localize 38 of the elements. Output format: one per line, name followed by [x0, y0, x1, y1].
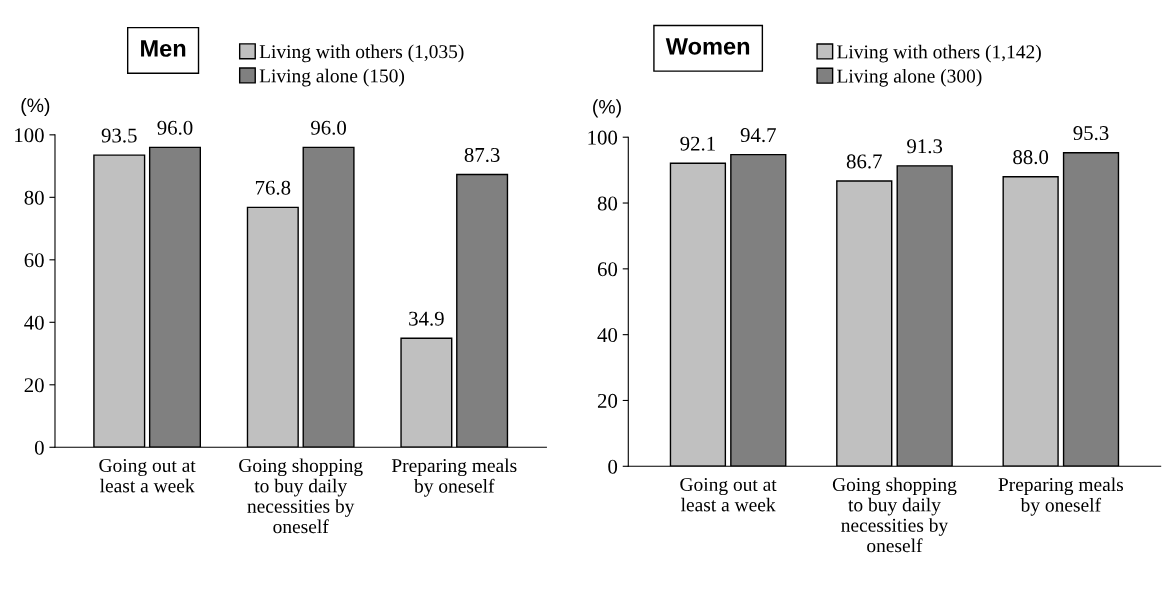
data-label: 96.0 — [311, 120, 346, 135]
chart-title: Women — [665, 38, 750, 55]
y-tick-label: 20 — [24, 378, 44, 393]
y-tick-label: 40 — [24, 315, 44, 330]
y-axis-title: (%) — [21, 97, 50, 117]
x-tick-label: Preparing meals by oneself — [391, 458, 517, 497]
data-label: 87.3 — [464, 147, 500, 163]
x-tick-label: Going shopping to buy daily necessities by oneself — [832, 477, 957, 553]
legend-label: Living with others (1,035) — [259, 44, 464, 63]
legend-label: Living alone (150) — [259, 68, 405, 87]
x-tick-label: Going out at least a week — [99, 458, 196, 493]
data-label: 96.0 — [157, 120, 193, 135]
data-label: 92.1 — [680, 136, 715, 151]
y-tick-label: 0 — [34, 440, 44, 455]
y-tick-label: 80 — [24, 190, 44, 205]
data-label: 86.7 — [846, 154, 882, 169]
y-tick-label: 20 — [597, 393, 618, 408]
data-label: 34.9 — [409, 311, 444, 326]
data-label: 93.5 — [101, 128, 137, 143]
y-tick-label: 60 — [597, 262, 618, 277]
chart-title: Men — [141, 40, 186, 57]
y-axis-title: (%) — [593, 99, 621, 118]
data-label: 88.0 — [1013, 150, 1049, 165]
legend-label: Living with others (1,142) — [837, 44, 1041, 63]
data-label: 76.8 — [255, 180, 291, 195]
data-label: 91.3 — [907, 139, 943, 154]
y-tick-label: 0 — [608, 459, 618, 474]
legend-label: Living alone (300) — [837, 68, 982, 87]
y-tick-label: 80 — [597, 196, 618, 211]
x-tick-label: Preparing meals by oneself — [998, 477, 1124, 516]
data-label: 95.3 — [1073, 126, 1109, 141]
data-label: 94.7 — [740, 128, 776, 143]
x-tick-label: Going shopping to buy daily necessities by oneself — [239, 458, 363, 534]
y-tick-label: 40 — [597, 328, 618, 343]
y-tick-label: 100 — [588, 130, 618, 145]
y-tick-label: 100 — [15, 128, 44, 143]
y-tick-label: 60 — [24, 253, 44, 268]
x-tick-label: Going out at least a week — [680, 477, 777, 512]
